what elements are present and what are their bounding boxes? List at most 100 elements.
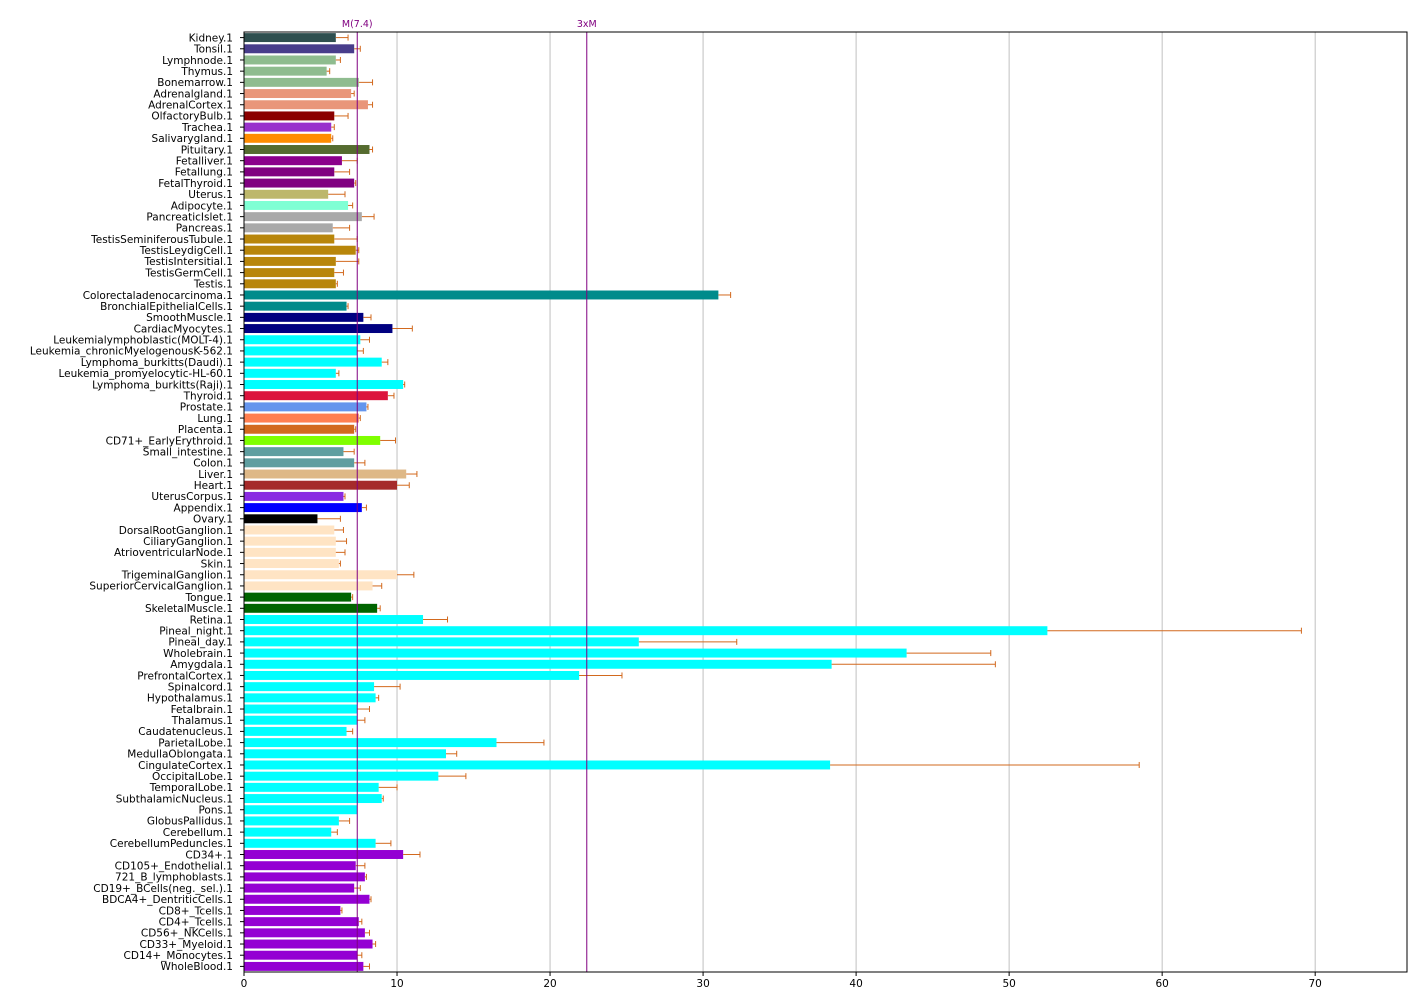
category-label: ParietalLobe.1 xyxy=(158,737,233,749)
bar xyxy=(244,503,362,513)
category-label: Wholebrain.1 xyxy=(163,648,233,660)
bar xyxy=(244,368,336,378)
grid-lines xyxy=(396,32,1316,972)
category-label: Caudatenucleus.1 xyxy=(138,726,233,738)
category-label: Pineal_day.1 xyxy=(168,637,233,649)
bar xyxy=(244,245,356,255)
category-label: OlfactoryBulb.1 xyxy=(151,111,233,123)
bar xyxy=(244,771,439,781)
bar xyxy=(244,156,342,166)
category-label: Adrenalgland.1 xyxy=(153,88,233,100)
x-tick-label: 10 xyxy=(390,978,403,990)
category-label: Colorectaladenocarcinoma.1 xyxy=(83,290,233,302)
bar xyxy=(244,738,497,748)
category-label: OccipitalLobe.1 xyxy=(152,771,233,783)
bar xyxy=(244,33,336,43)
bar xyxy=(244,413,359,423)
category-label: AtrioventricularNode.1 xyxy=(114,547,233,559)
category-label: Leukemia_chronicMyelogenousK-562.1 xyxy=(30,346,233,358)
plot-frame xyxy=(243,31,1408,973)
bar xyxy=(244,145,370,154)
bar xyxy=(244,547,336,557)
bar xyxy=(244,861,356,871)
bar xyxy=(244,883,355,893)
category-label: Adipocyte.1 xyxy=(171,200,233,212)
reference-lines: M(7.4) 3xM xyxy=(342,19,597,972)
bar xyxy=(244,290,719,300)
category-label: Trachea.1 xyxy=(181,122,233,134)
bar xyxy=(244,223,333,233)
category-label: Thyroid.1 xyxy=(183,390,233,402)
x-tick-label: 30 xyxy=(696,978,709,990)
category-label: CD105+_Endothelial.1 xyxy=(115,860,233,872)
x-tick-label: 70 xyxy=(1308,978,1321,990)
category-label: Placenta.1 xyxy=(178,424,233,436)
bar xyxy=(244,424,355,434)
bar xyxy=(244,559,339,569)
bar xyxy=(244,357,382,367)
bar xyxy=(244,704,358,714)
category-label: UterusCorpus.1 xyxy=(151,491,233,503)
category-label: CD4+_Tcells.1 xyxy=(159,916,233,928)
x-axis-ticks: 0 10 20 30 40 50 60 70 xyxy=(241,972,1322,990)
bar xyxy=(244,917,359,927)
category-label: SkeletalMuscle.1 xyxy=(145,603,233,615)
category-label: Liver.1 xyxy=(198,469,233,481)
category-label: Tongue.1 xyxy=(184,592,233,604)
bar xyxy=(244,928,365,938)
bar xyxy=(244,603,378,613)
category-label: Fetalliver.1 xyxy=(176,155,233,167)
x-tick-label: 50 xyxy=(1002,978,1015,990)
category-label: Prostate.1 xyxy=(180,402,233,414)
bar xyxy=(244,66,327,76)
bar xyxy=(244,447,344,457)
category-label: Ovary.1 xyxy=(193,514,233,526)
bar xyxy=(244,525,335,535)
bar xyxy=(244,89,352,99)
category-label: Leukemialymphoblastic(MOLT-4).1 xyxy=(53,335,233,347)
x-tick-label: 20 xyxy=(543,978,556,990)
category-label: TestisLeydigCell.1 xyxy=(139,245,233,257)
bar xyxy=(244,816,339,826)
bar xyxy=(244,536,336,546)
bar xyxy=(244,637,639,647)
bar xyxy=(244,200,349,210)
category-label: CardiacMyocytes.1 xyxy=(134,323,233,335)
category-label: BDCA4+_DentriticCells.1 xyxy=(102,894,233,906)
category-label: Leukemia_promyelocytic-HL-60.1 xyxy=(58,368,233,380)
bar xyxy=(244,760,831,770)
category-label: CD71+_EarlyErythroid.1 xyxy=(106,435,233,447)
bar xyxy=(244,458,355,468)
reference-line-label: 3xM xyxy=(577,19,597,30)
category-label: Pituitary.1 xyxy=(181,144,233,156)
bar xyxy=(244,894,370,904)
bar xyxy=(244,838,376,848)
bar xyxy=(244,939,373,949)
bar xyxy=(244,55,336,65)
category-label: Uterus.1 xyxy=(188,189,233,201)
bar xyxy=(244,850,404,859)
bar xyxy=(244,950,358,960)
bar xyxy=(244,615,424,624)
bar xyxy=(244,749,446,759)
x-tick-label: 0 xyxy=(241,978,248,990)
category-label: CD14+_Monocytes.1 xyxy=(124,950,233,962)
category-label: Heart.1 xyxy=(194,480,233,492)
category-label: CD56+_NKCells.1 xyxy=(141,928,233,940)
category-label: Amygdala.1 xyxy=(170,659,233,671)
category-label: GlobusPallidus.1 xyxy=(147,816,233,828)
category-label: Lymphoma_burkitts(Daudi).1 xyxy=(81,357,233,369)
x-tick-label: 40 xyxy=(849,978,862,990)
bars xyxy=(244,33,1048,971)
category-label: Fetallung.1 xyxy=(175,167,233,179)
bar xyxy=(244,77,359,87)
category-label: WholeBlood.1 xyxy=(161,961,234,973)
category-label: TemporalLobe.1 xyxy=(149,782,233,794)
category-label: SubthalamicNucleus.1 xyxy=(116,793,233,805)
category-label: FetalThyroid.1 xyxy=(158,178,233,190)
category-label: Bonemarrow.1 xyxy=(157,77,233,89)
bar xyxy=(244,301,347,311)
bar xyxy=(244,346,358,356)
bar xyxy=(244,805,358,815)
